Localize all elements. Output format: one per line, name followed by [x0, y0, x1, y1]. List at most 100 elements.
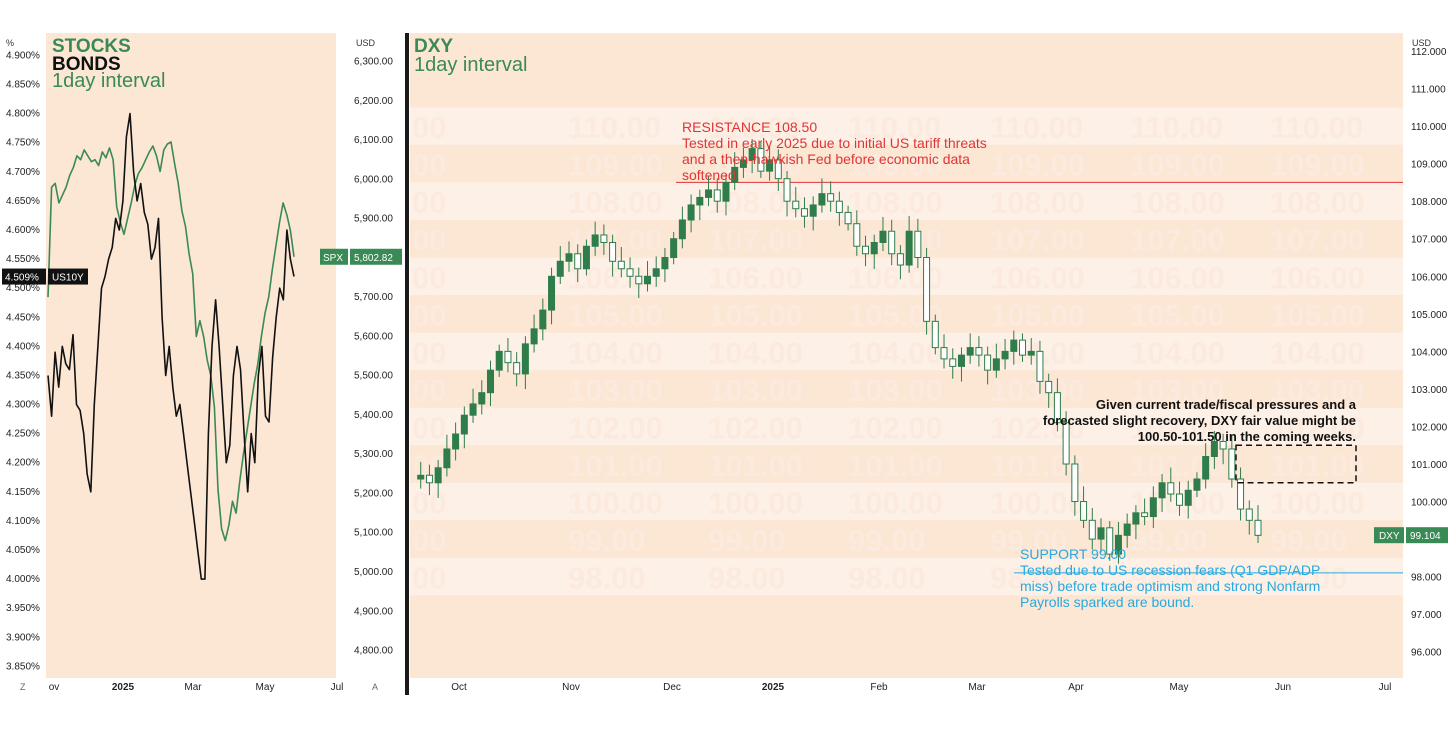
us10y-tag-label: US10Y: [52, 273, 84, 284]
dxy-candle: [1210, 440, 1218, 457]
dxy-axis-tick: 102.000: [1411, 422, 1448, 433]
dxy-candle: [600, 234, 608, 243]
dxy-time-tick: 2025: [762, 682, 785, 693]
price-watermark: 101.00: [568, 448, 663, 483]
price-watermark: 108.00: [1270, 185, 1365, 220]
dxy-time-tick: May: [1170, 682, 1189, 693]
bonds-subtitle: BONDS: [52, 54, 121, 75]
price-watermark: 101.00: [1270, 448, 1365, 483]
price-watermark: 00: [412, 185, 446, 220]
dxy-time-tick: Dec: [663, 682, 681, 693]
dxy-candle: [1132, 512, 1140, 525]
dxy-price-axis: 112.000 111.000 110.000 109.000 108.000 107.0…: [1411, 47, 1448, 659]
price-watermark: 99.00: [1130, 523, 1208, 558]
price-watermark: 00: [412, 223, 446, 258]
dxy-candle: [652, 268, 660, 277]
dxy-candle: [1036, 350, 1044, 382]
dxy-axis-tick: 104.000: [1411, 347, 1448, 358]
dxy-value-label: 99.104: [1410, 531, 1441, 542]
dxy-candle: [896, 253, 904, 266]
price-watermark: 00: [412, 148, 446, 183]
dxy-candle: [1080, 501, 1088, 521]
dxy-tag-label: DXY: [1379, 531, 1400, 542]
dxy-title: DXY: [414, 36, 453, 57]
stocks-axis-tick: 5,300.00: [354, 449, 393, 460]
bonds-axis-tick: 4.850%: [6, 80, 40, 91]
dxy-axis-unit: USD: [1412, 38, 1432, 48]
last-value-labels: SPX 5,802.82 4.509% US10Y: [2, 248, 402, 285]
spx-line: [47, 141, 295, 542]
bonds-axis-tick: 3.950%: [6, 603, 40, 614]
dxy-time-tick: Jun: [1275, 682, 1291, 693]
left-axis-letter: Z: [20, 682, 26, 692]
price-watermark: 00: [412, 523, 446, 558]
us10y-line: [47, 112, 295, 580]
price-watermark: 107.00: [708, 223, 803, 258]
dxy-candle: [504, 350, 512, 364]
dxy-candle: [731, 166, 739, 183]
dxy-candle: [992, 358, 1000, 371]
dxy-candle: [565, 253, 573, 262]
dxy-time-tick: Oct: [451, 682, 467, 693]
stocks-axis-tick: 6,300.00: [354, 57, 393, 68]
dxy-candle: [748, 148, 756, 161]
bonds-axis-tick: 4.400%: [6, 341, 40, 352]
price-watermark: 102.00: [848, 410, 943, 445]
price-watermark: 105.00: [568, 298, 663, 333]
price-watermark: 99.00: [1270, 523, 1348, 558]
dxy-tag: [1374, 527, 1404, 544]
resistance-title: RESISTANCE 108.50: [682, 119, 817, 135]
price-watermark: 98.00: [1270, 561, 1348, 596]
dxy-axis-tick: 97.000: [1411, 610, 1442, 621]
price-watermark: 100.00: [848, 486, 943, 521]
dxy-candle: [914, 230, 922, 259]
stocks-axis-tick: 5,600.00: [354, 331, 393, 342]
dxy-candle: [1202, 455, 1210, 480]
dxy-candle: [827, 193, 835, 202]
price-watermark: 00: [412, 298, 446, 333]
dxy-axis-tick: 96.000: [1411, 648, 1442, 659]
dxy-time-tick: Feb: [870, 682, 888, 693]
dxy-candle: [975, 347, 983, 356]
resistance-note-line: softened.: [682, 167, 740, 183]
dxy-candle: [661, 257, 669, 270]
dxy-candle: [739, 159, 747, 168]
forecast-note-line: forecasted slight recovery, DXY fair val…: [1043, 413, 1356, 428]
dxy-candle: [835, 200, 843, 213]
dxy-candle: [443, 448, 451, 469]
stocks-axis-tick: 6,000.00: [354, 174, 393, 185]
bonds-axis-tick: 4.250%: [6, 429, 40, 440]
dxy-candle: [530, 328, 538, 345]
dxy-candle: [478, 392, 486, 405]
price-watermark: 109.00: [1270, 148, 1365, 183]
dxy-candle: [591, 234, 599, 247]
dxy-candles: [417, 139, 1262, 564]
price-band: [410, 107, 1403, 145]
dxy-candle: [670, 238, 678, 259]
dxy-candle: [1027, 350, 1035, 356]
bonds-yield-axis: 4.900% 4.850% 4.800% 4.750% 4.700% 4.650% 4.60…: [6, 50, 40, 672]
bonds-axis-tick: 4.000%: [6, 574, 40, 585]
left-time-axis: ov 2025 Mar May Jul: [49, 682, 344, 693]
price-watermark: 103.00: [568, 373, 663, 408]
bonds-axis-tick: 4.600%: [6, 225, 40, 236]
spx-tag: [320, 248, 348, 265]
dxy-candle: [556, 260, 564, 277]
dxy-candle: [783, 178, 791, 202]
price-watermark: 110.00: [708, 110, 801, 145]
dxy-time-tick: Apr: [1068, 682, 1084, 693]
dxy-time-tick: Jul: [1379, 682, 1392, 693]
left-interval-label: 1day interval: [52, 70, 165, 92]
dxy-axis-tick: 105.000: [1411, 310, 1448, 321]
price-watermark: 107.00: [1270, 223, 1365, 258]
dxy-candle: [722, 181, 730, 202]
dxy-candle: [792, 200, 800, 210]
price-watermark: 108.00: [990, 185, 1085, 220]
price-watermark: 107.00: [1130, 223, 1225, 258]
price-watermark: 101.00: [708, 448, 803, 483]
support-note-line: miss) before trade optimism and strong N…: [1020, 578, 1320, 594]
bonds-axis-tick: 3.900%: [6, 632, 40, 643]
dxy-candle: [1019, 339, 1027, 356]
dxy-candle: [626, 268, 634, 277]
